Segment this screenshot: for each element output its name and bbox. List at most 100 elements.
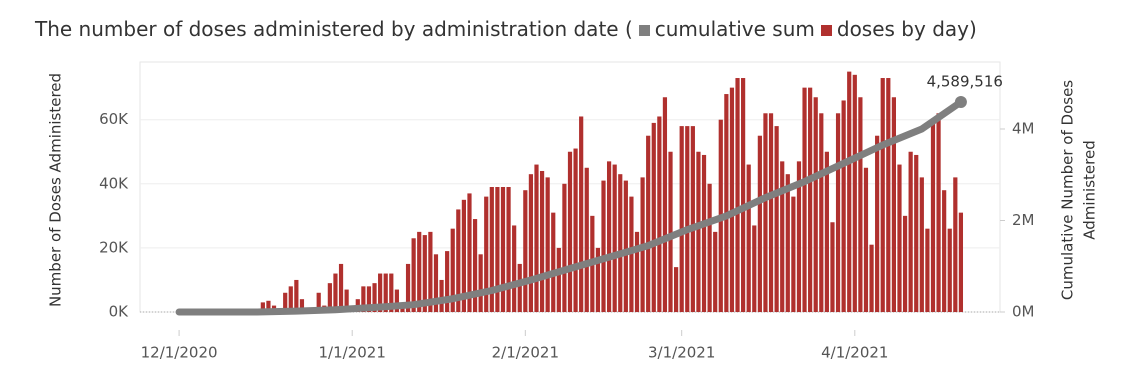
bar bbox=[595, 247, 601, 312]
bar bbox=[383, 273, 388, 312]
bar bbox=[344, 289, 349, 312]
bar bbox=[629, 196, 634, 312]
bar bbox=[489, 187, 494, 312]
y2-tick-label: 4M bbox=[1012, 119, 1035, 137]
bar bbox=[528, 174, 534, 312]
bar bbox=[378, 273, 383, 312]
bar bbox=[333, 273, 338, 312]
bar bbox=[612, 164, 617, 312]
legend-label: cumulative sum bbox=[654, 17, 815, 41]
bar bbox=[780, 161, 785, 312]
bar bbox=[316, 292, 321, 312]
bar bbox=[947, 228, 952, 312]
bar bbox=[534, 164, 539, 312]
bar bbox=[562, 183, 567, 312]
bar bbox=[863, 167, 869, 312]
bar bbox=[545, 177, 550, 312]
y-tick-label: 20K bbox=[99, 238, 129, 256]
x-tick-label: 3/1/2021 bbox=[648, 344, 715, 362]
bar bbox=[618, 174, 623, 312]
bar bbox=[925, 228, 930, 312]
bar bbox=[523, 190, 528, 312]
bar bbox=[869, 244, 874, 312]
bar bbox=[579, 116, 584, 312]
legend-label: doses by day bbox=[836, 17, 969, 41]
bar bbox=[813, 97, 818, 312]
bar bbox=[294, 279, 299, 312]
bar bbox=[679, 126, 684, 312]
bar bbox=[539, 170, 545, 312]
bar bbox=[763, 113, 768, 313]
bar bbox=[584, 167, 589, 312]
bar bbox=[774, 126, 779, 312]
bar bbox=[506, 187, 511, 312]
x-tick-label: 12/1/2020 bbox=[141, 344, 218, 362]
bar bbox=[746, 164, 751, 312]
bar bbox=[690, 126, 695, 312]
bar bbox=[634, 231, 640, 312]
bar bbox=[953, 177, 958, 312]
bar bbox=[461, 199, 466, 312]
bar bbox=[668, 151, 673, 312]
bar bbox=[685, 126, 690, 312]
bar bbox=[707, 183, 712, 312]
bar bbox=[405, 263, 411, 312]
bar bbox=[366, 286, 372, 312]
bar bbox=[573, 148, 578, 312]
y2-tick-label: 0M bbox=[1012, 303, 1035, 321]
bar bbox=[411, 238, 416, 312]
bar bbox=[288, 286, 293, 312]
line-end-dot bbox=[954, 96, 967, 109]
bar bbox=[428, 231, 433, 312]
bar bbox=[266, 300, 271, 312]
bar bbox=[908, 151, 913, 312]
x-tick-label: 4/1/2021 bbox=[821, 344, 888, 362]
bar bbox=[796, 161, 802, 312]
bar bbox=[847, 71, 852, 312]
bar bbox=[646, 135, 651, 312]
bar bbox=[830, 222, 835, 312]
bar bbox=[880, 78, 885, 313]
bar bbox=[551, 212, 556, 312]
bar bbox=[433, 254, 439, 312]
bar bbox=[835, 113, 841, 313]
bar bbox=[556, 247, 561, 312]
bar bbox=[517, 263, 522, 312]
x-tick-label: 1/1/2021 bbox=[319, 344, 386, 362]
bar bbox=[824, 151, 829, 312]
x-tick-label: 2/1/2021 bbox=[492, 344, 559, 362]
bar bbox=[930, 122, 936, 313]
legend-swatch bbox=[638, 25, 650, 36]
bar bbox=[445, 251, 450, 312]
bar bbox=[567, 151, 573, 312]
bar bbox=[891, 97, 896, 312]
bar bbox=[495, 187, 500, 312]
bar bbox=[417, 231, 422, 312]
bar bbox=[897, 164, 902, 312]
bar bbox=[752, 225, 757, 312]
y-tick-label: 0K bbox=[109, 303, 130, 321]
bar bbox=[260, 302, 265, 312]
bar bbox=[741, 78, 746, 313]
bar bbox=[623, 180, 628, 312]
bar bbox=[852, 74, 857, 312]
bar bbox=[713, 231, 718, 312]
bar bbox=[439, 279, 444, 312]
bar bbox=[512, 225, 517, 312]
bar bbox=[808, 87, 813, 313]
annotation: 4,589,516 bbox=[927, 73, 1003, 91]
bar bbox=[651, 122, 656, 313]
bar bbox=[768, 113, 774, 313]
chart-title-end: ) bbox=[968, 17, 977, 41]
bar bbox=[606, 161, 612, 312]
bar bbox=[657, 116, 662, 312]
bar bbox=[724, 94, 729, 312]
y-axis-title: Number of Doses Administered bbox=[47, 73, 65, 307]
bar bbox=[841, 100, 846, 312]
bar bbox=[478, 254, 483, 312]
bar bbox=[757, 135, 762, 312]
bar bbox=[422, 235, 427, 312]
y-tick-label: 60K bbox=[99, 110, 129, 128]
